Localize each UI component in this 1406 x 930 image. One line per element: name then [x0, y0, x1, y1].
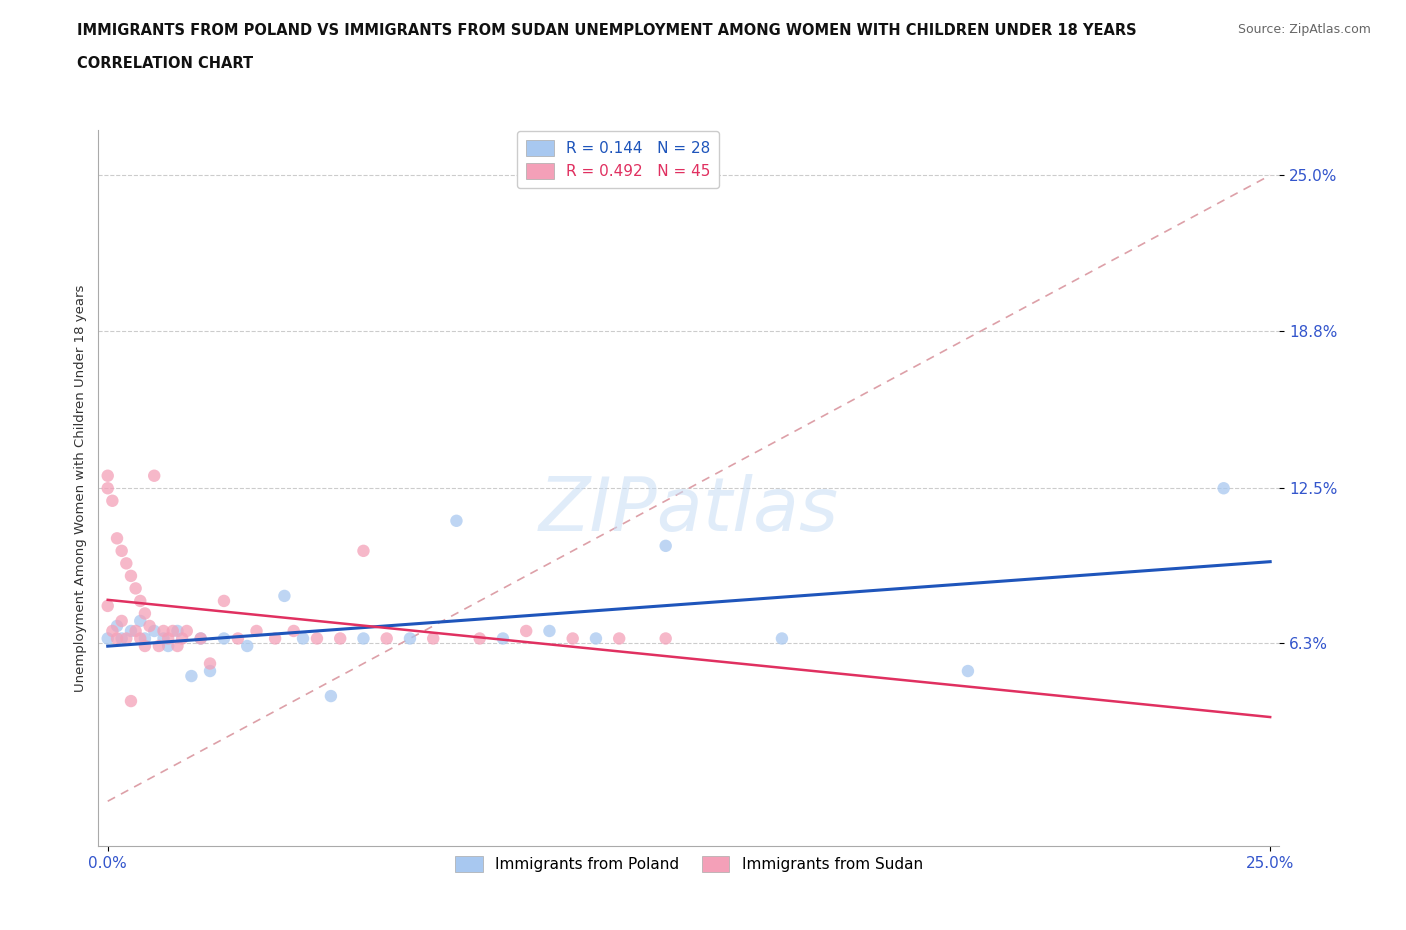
Point	[134, 639, 156, 654]
Point	[124, 623, 146, 638]
Point	[770, 631, 793, 646]
Point	[607, 631, 630, 646]
Point	[353, 543, 375, 558]
Point	[166, 639, 188, 654]
Point	[120, 623, 142, 638]
Point	[97, 481, 120, 496]
Point	[956, 664, 979, 679]
Point	[120, 694, 142, 709]
Point	[226, 631, 249, 646]
Point	[124, 581, 146, 596]
Point	[236, 639, 259, 654]
Point	[111, 631, 134, 646]
Point	[148, 639, 170, 654]
Legend: Immigrants from Poland, Immigrants from Sudan: Immigrants from Poland, Immigrants from …	[449, 850, 929, 878]
Point	[212, 631, 235, 646]
Point	[97, 469, 120, 484]
Point	[138, 618, 160, 633]
Point	[97, 599, 120, 614]
Point	[129, 631, 152, 646]
Point	[353, 631, 375, 646]
Point	[654, 631, 676, 646]
Point	[129, 614, 152, 629]
Point	[654, 538, 676, 553]
Point	[111, 614, 134, 629]
Point	[212, 593, 235, 608]
Point	[292, 631, 315, 646]
Point	[180, 669, 202, 684]
Point	[264, 631, 287, 646]
Point	[120, 568, 142, 583]
Point	[157, 631, 180, 646]
Point	[172, 631, 194, 646]
Point	[561, 631, 583, 646]
Point	[101, 493, 124, 508]
Point	[585, 631, 607, 646]
Point	[319, 688, 342, 703]
Point	[115, 631, 138, 646]
Point	[198, 656, 221, 671]
Point	[492, 631, 515, 646]
Point	[422, 631, 444, 646]
Point	[273, 589, 295, 604]
Point	[538, 623, 561, 638]
Point	[152, 631, 174, 646]
Point	[162, 623, 184, 638]
Point	[166, 623, 188, 638]
Point	[515, 623, 537, 638]
Y-axis label: Unemployment Among Women with Children Under 18 years: Unemployment Among Women with Children U…	[75, 285, 87, 692]
Point	[245, 623, 267, 638]
Point	[190, 631, 212, 646]
Point	[134, 606, 156, 621]
Point	[143, 623, 166, 638]
Point	[198, 664, 221, 679]
Point	[105, 631, 128, 646]
Point	[1212, 481, 1234, 496]
Point	[329, 631, 352, 646]
Point	[143, 469, 166, 484]
Point	[115, 556, 138, 571]
Point	[468, 631, 491, 646]
Point	[446, 513, 468, 528]
Point	[101, 623, 124, 638]
Point	[97, 631, 120, 646]
Point	[105, 618, 128, 633]
Point	[176, 623, 198, 638]
Point	[134, 631, 156, 646]
Point	[157, 639, 180, 654]
Point	[129, 593, 152, 608]
Text: IMMIGRANTS FROM POLAND VS IMMIGRANTS FROM SUDAN UNEMPLOYMENT AMONG WOMEN WITH CH: IMMIGRANTS FROM POLAND VS IMMIGRANTS FRO…	[77, 23, 1137, 38]
Point	[305, 631, 328, 646]
Point	[105, 531, 128, 546]
Point	[111, 543, 134, 558]
Point	[152, 623, 174, 638]
Point	[399, 631, 422, 646]
Text: Source: ZipAtlas.com: Source: ZipAtlas.com	[1237, 23, 1371, 36]
Point	[190, 631, 212, 646]
Point	[283, 623, 305, 638]
Point	[375, 631, 398, 646]
Text: CORRELATION CHART: CORRELATION CHART	[77, 56, 253, 71]
Text: ZIPatlas: ZIPatlas	[538, 473, 839, 546]
